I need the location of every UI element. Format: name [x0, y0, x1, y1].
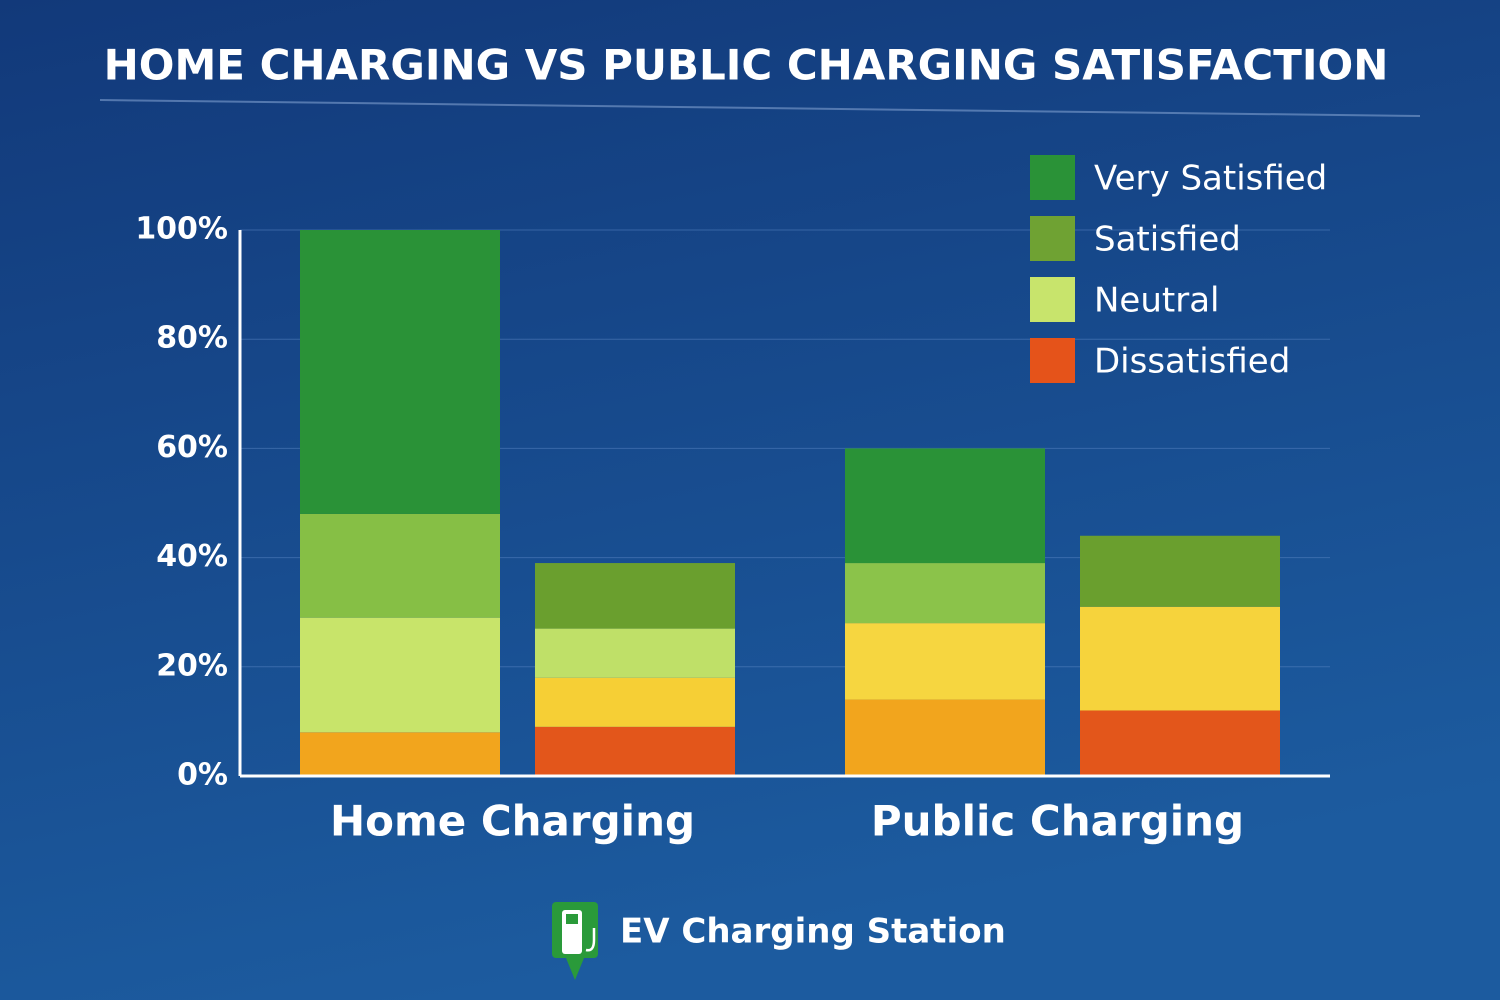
- legend-swatch: [1030, 277, 1075, 322]
- legend-label: Satisfied: [1094, 220, 1241, 260]
- y-tick-label: 0%: [177, 758, 228, 793]
- bar-segment: [845, 623, 1045, 700]
- legend-swatch: [1030, 338, 1075, 383]
- legend-label: Dissatisfied: [1094, 342, 1290, 382]
- legend-swatch: [1030, 216, 1075, 261]
- y-tick-label: 80%: [156, 321, 228, 356]
- bar-segment: [535, 677, 735, 727]
- title-rule: [99, 99, 1421, 117]
- bar-segment: [1080, 606, 1280, 711]
- footer-icon: [552, 902, 598, 980]
- bar-segment: [535, 563, 735, 629]
- bar-segment: [300, 513, 500, 618]
- x-tick-label: Public Charging: [871, 797, 1244, 846]
- bar-segment: [300, 732, 500, 776]
- y-tick-label: 20%: [156, 648, 228, 683]
- bar-segment: [535, 726, 735, 776]
- bar-segment: [535, 628, 735, 678]
- y-tick-label: 40%: [156, 539, 228, 574]
- bar-segment: [845, 563, 1045, 624]
- bar-segment: [1080, 710, 1280, 776]
- plot: 0% 20% 40% 60% 80% 100% Home Charging Public Ch…: [135, 155, 1330, 846]
- legend-label: Neutral: [1094, 281, 1220, 321]
- x-tick-label: Home Charging: [330, 797, 695, 846]
- bar-segment: [1080, 535, 1280, 607]
- y-tick-label: 100%: [135, 212, 228, 247]
- y-tick-label: 60%: [156, 430, 228, 465]
- footer-text: EV Charging Station: [620, 912, 1006, 952]
- bar-segment: [300, 230, 500, 514]
- legend-label: Very Satisfied: [1094, 159, 1327, 199]
- bar-segment: [300, 617, 500, 733]
- chart-title: HOME CHARGING VS PUBLIC CHARGING SATISFA…: [104, 41, 1389, 90]
- bar-segment: [845, 699, 1045, 776]
- legend-swatch: [1030, 155, 1075, 200]
- bar-segment: [845, 448, 1045, 564]
